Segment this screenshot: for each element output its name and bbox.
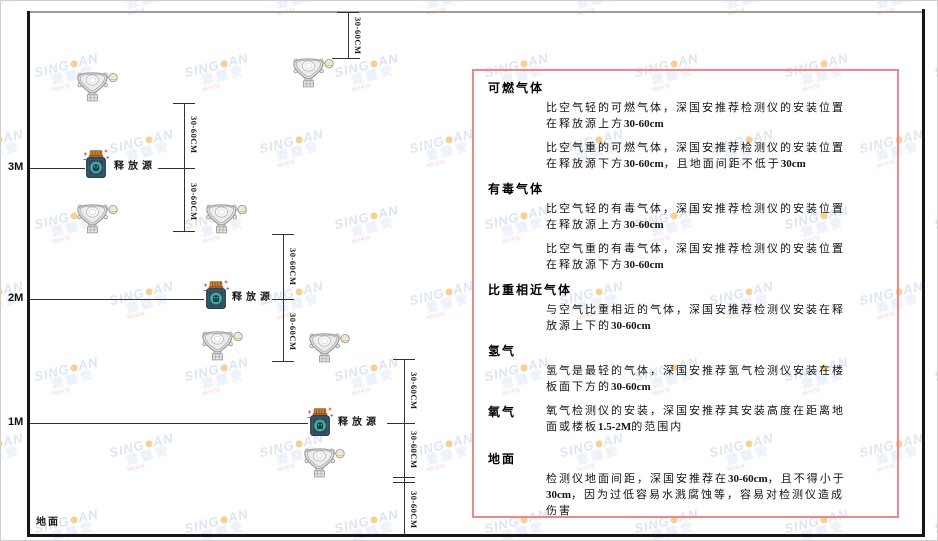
height-label-1m: 1M — [8, 416, 24, 428]
dimension-label: 30-60CM — [189, 116, 199, 154]
release-source-label: 释放源 — [114, 161, 156, 172]
right-wall-line — [922, 9, 925, 537]
dimension-tick — [393, 482, 415, 483]
section-similar-density-gas: 比重相近气体 与空气比重相近的气体，深国安推荐检测仪安装在释放源上下的30-60… — [488, 281, 887, 334]
section-heading: 可燃气体 — [488, 81, 545, 95]
left-wall-line — [27, 11, 30, 537]
height-label-2m: 2M — [8, 292, 24, 304]
dimension-tick — [173, 231, 195, 232]
guideline-paragraph: 氢气是最轻的气体，深国安推荐氢气检测仪安装在楼板面下方的30-60cm — [546, 365, 845, 393]
guideline-paragraph: 比空气轻的可燃气体，深国安推荐检测仪的安装位置在释放源上方30-60cm — [546, 102, 845, 130]
release-source-label: 释放源 — [338, 417, 380, 428]
dimension-tick — [332, 58, 360, 59]
dimension-line — [184, 103, 185, 231]
leader-line-3m — [30, 168, 85, 169]
gas-detector-icon — [206, 204, 247, 234]
gas-detector-icon — [77, 204, 118, 234]
guideline-paragraph: 氧气检测仪的安装，深国安推荐其安装高度在距离地面或楼板1.5-2M的范围内 — [546, 405, 845, 433]
dimension-label: 30-60CM — [288, 313, 298, 351]
section-combustible-gas: 可燃气体 比空气轻的可燃气体，深国安推荐检测仪的安装位置在释放源上方30-60c… — [488, 79, 887, 172]
release-source-icon — [203, 280, 229, 310]
dimension-label: 30-60CM — [409, 431, 419, 469]
gas-detector-icon — [293, 58, 334, 88]
guideline-paragraph: 检测仪地面间距，深国安推荐在30-60cm，且不得小于30cm，因为过低容易水溅… — [546, 473, 846, 517]
section-heading: 地面 — [488, 452, 517, 466]
leader-stub — [158, 168, 185, 169]
dimension-tick — [393, 477, 415, 478]
dimension-tick — [272, 234, 294, 235]
ceiling-line — [27, 11, 925, 13]
section-toxic-gas: 有毒气体 比空气轻的有毒气体，深国安推荐检测仪的安装位置在释放源上方30-60c… — [488, 180, 887, 273]
dimension-tick — [173, 103, 195, 104]
dimension-line — [283, 234, 284, 361]
leader-stub — [274, 299, 284, 300]
ground-label: 地面 — [36, 517, 60, 528]
section-hydrogen: 氢气 氢气是最轻的气体，深国安推荐氢气检测仪安装在楼板面下方的30-60cm — [488, 342, 887, 395]
guideline-paragraph: 比空气轻的有毒气体，深国安推荐检测仪的安装位置在释放源上方30-60cm — [546, 203, 845, 231]
leader-stub — [387, 423, 405, 424]
dimension-tick — [393, 359, 415, 360]
release-source-label: 释放源 — [232, 292, 274, 303]
dimension-tick — [272, 361, 294, 362]
leader-line-1m — [30, 423, 308, 424]
section-ground: 地面 检测仪地面间距，深国安推荐在30-60cm，且不得小于30cm，因为过低容… — [488, 450, 887, 519]
dimension-label: 30-60CM — [353, 17, 363, 55]
guideline-paragraph: 比空气重的可燃气体，深国安推荐检测仪的安装位置在释放源下方30-60cm，且地面… — [546, 142, 845, 170]
dimension-line — [348, 12, 349, 58]
gas-detector-icon — [309, 333, 350, 363]
dimension-tick — [337, 12, 359, 13]
floor-line — [27, 534, 925, 537]
dimension-label: 30-60CM — [189, 183, 199, 221]
section-heading: 氢气 — [488, 344, 517, 358]
guideline-paragraph: 与空气比重相近的气体，深国安推荐检测仪安装在释放源上下的30-60cm — [546, 304, 845, 332]
dimension-line — [404, 359, 405, 535]
gas-detector-icon — [304, 448, 345, 478]
section-heading: 氧气 — [488, 405, 517, 419]
release-source-icon — [307, 407, 333, 437]
section-heading: 有毒气体 — [488, 182, 545, 196]
guideline-paragraph: 比空气重的有毒气体，深国安推荐检测仪的安装位置在释放源下方30-60cm — [546, 243, 845, 271]
height-label-3m: 3M — [8, 161, 24, 173]
section-oxygen: 氧气 氧气检测仪的安装，深国安推荐其安装高度在距离地面或楼板1.5-2M的范围内 — [488, 403, 887, 435]
guidelines-panel: 可燃气体 比空气轻的可燃气体，深国安推荐检测仪的安装位置在释放源上方30-60c… — [472, 69, 899, 518]
gas-detector-icon — [77, 72, 118, 102]
release-source-icon — [83, 149, 109, 179]
leader-line-2m — [30, 299, 204, 300]
dimension-label: 30-60CM — [409, 372, 419, 410]
dimension-label: 30-60CM — [288, 248, 298, 286]
gas-detector-icon — [202, 331, 243, 361]
dimension-label: 30-60CM — [409, 491, 419, 529]
section-heading: 比重相近气体 — [488, 283, 573, 297]
